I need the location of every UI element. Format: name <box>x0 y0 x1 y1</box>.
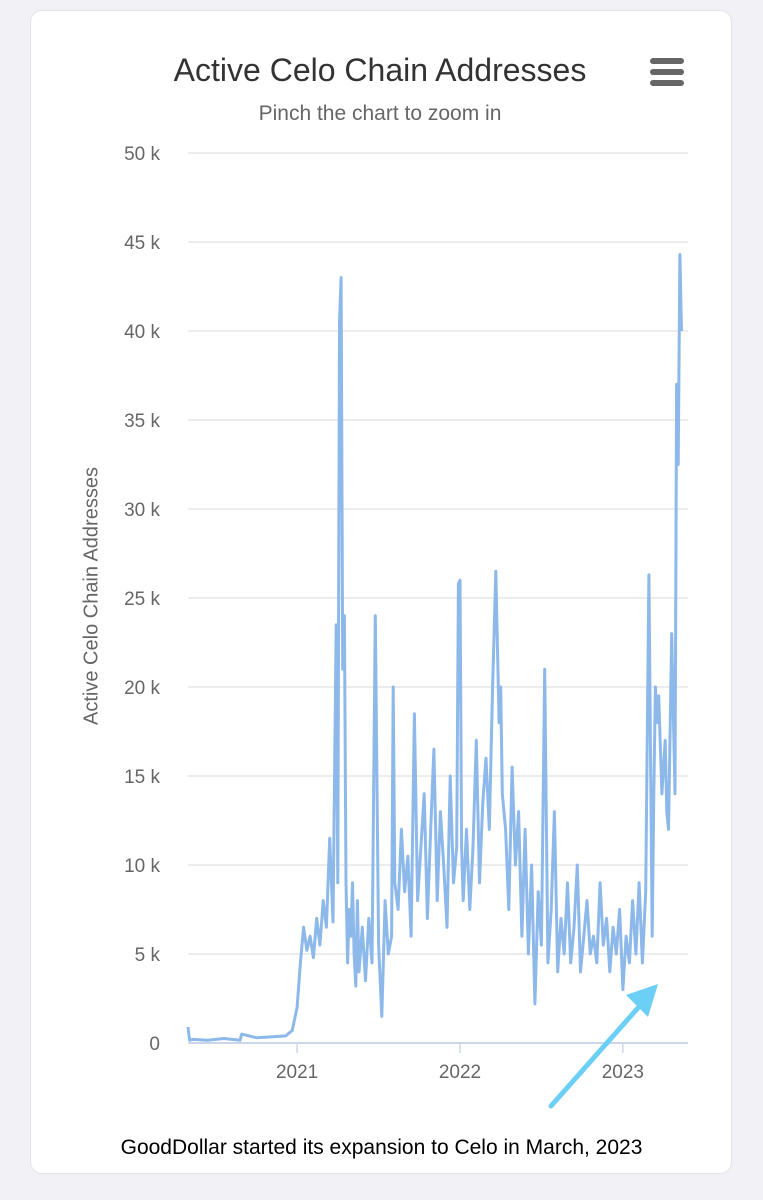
chart-menu-button[interactable] <box>646 58 688 92</box>
y-tick-label: 0 <box>149 1034 160 1055</box>
y-tick-label: 20 k <box>124 678 160 699</box>
hamburger-menu-icon <box>646 58 688 86</box>
x-tick-label: 2021 <box>276 1062 318 1083</box>
chart-subtitle: Pinch the chart to zoom in <box>258 102 502 125</box>
y-tick-label: 45 k <box>124 233 160 254</box>
annotation-arrow <box>548 984 658 1109</box>
x-tick-label: 2023 <box>602 1062 644 1083</box>
y-tick-label: 50 k <box>124 144 160 165</box>
y-tick-label: 35 k <box>124 411 160 432</box>
y-tick-label: 10 k <box>124 856 160 877</box>
y-tick-label: 25 k <box>124 589 160 610</box>
y-tick-label: 40 k <box>124 322 160 343</box>
x-tick-label: 2022 <box>439 1062 481 1083</box>
y-tick-label: 30 k <box>124 500 160 521</box>
y-tick-label: 5 k <box>135 945 161 966</box>
y-tick-label: 15 k <box>124 767 160 788</box>
annotation-caption: GoodDollar started its expansion to Celo… <box>120 1136 643 1159</box>
chart-title: Active Celo Chain Addresses <box>173 52 587 88</box>
series-line <box>186 253 683 1042</box>
